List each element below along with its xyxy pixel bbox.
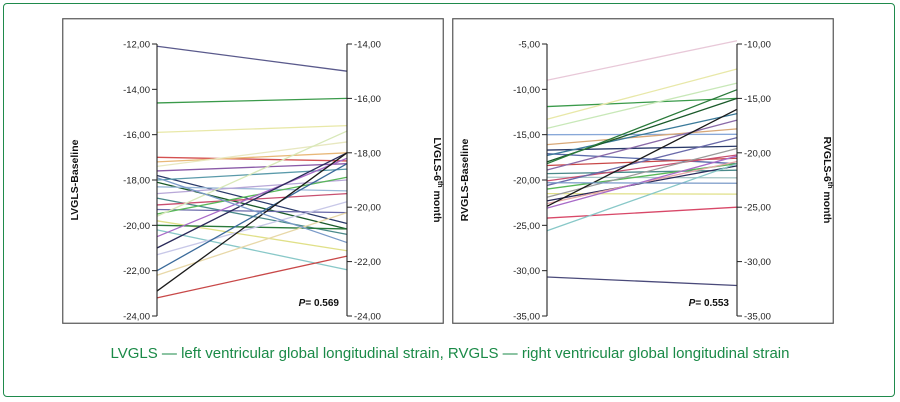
series-line-10: [156, 181, 348, 230]
series-line-20: [156, 157, 348, 238]
series-line-2: [156, 97, 348, 104]
series-line-18: [156, 224, 348, 230]
rvgls-panel: -5,00 -10,00 -15,00 -20,00 -25,00 -30,00 -35,0…: [452, 18, 848, 326]
series-line-26: [546, 276, 738, 287]
series-line-24: [546, 206, 738, 219]
left-tick-label: -30,00: [513, 266, 540, 277]
series-line-27: [546, 89, 738, 165]
series-line-1: [156, 45, 348, 72]
series-line-13: [546, 169, 738, 175]
series-line-15: [546, 154, 738, 182]
left-tick-label: -5,00: [518, 40, 540, 51]
series-line-2: [546, 97, 738, 108]
series-line-7: [156, 163, 348, 172]
series-line-7: [546, 145, 738, 151]
right-axis-title: LVGLS-6th month: [431, 137, 443, 222]
series-line-25: [156, 152, 348, 292]
right-tick-label: -20,00: [354, 203, 381, 214]
series-line-16: [546, 136, 738, 187]
right-tick-label: -14,00: [354, 40, 381, 51]
figure-frame: [3, 3, 895, 397]
lvgls-chart: -12,00 -14,00 -16,00 -18,00 -20,00 -22,00 -24,…: [62, 18, 444, 324]
series-line-12: [546, 119, 738, 171]
left-axis-title: RVGLS-Baseline: [459, 139, 471, 222]
series-line-6: [156, 141, 348, 168]
left-tick-label: -20,00: [513, 176, 540, 187]
series-line-6: [546, 128, 738, 146]
left-tick-label: -12,00: [123, 40, 150, 51]
right-tick-label: -18,00: [354, 148, 381, 159]
series-line-15: [156, 208, 348, 214]
series-line-5: [156, 152, 348, 163]
series-line-4: [156, 156, 348, 162]
left-tick-label: -15,00: [513, 130, 540, 141]
series-line-11: [156, 186, 348, 192]
left-tick-label: -10,00: [513, 85, 540, 96]
series-line-12: [156, 179, 348, 195]
right-tick-label: -10,00: [744, 40, 771, 51]
series-line-19: [546, 147, 738, 198]
series-line-22: [546, 108, 738, 207]
series-line-18: [546, 192, 738, 195]
right-tick-label: -16,00: [354, 94, 381, 105]
series-line-4: [546, 82, 738, 129]
left-tick-label: -18,00: [123, 176, 150, 187]
left-tick-label: -35,00: [513, 312, 540, 323]
plot-box: [62, 18, 444, 324]
left-tick-label: -16,00: [123, 130, 150, 141]
series-line-26: [156, 255, 348, 299]
right-tick-label: -15,00: [744, 94, 771, 105]
left-tick-label: -14,00: [123, 85, 150, 96]
left-tick-label: -24,00: [123, 312, 150, 323]
p-value-label: P= 0.569: [299, 298, 340, 309]
rvgls-chart: -5,00 -10,00 -15,00 -20,00 -25,00 -30,00 -35,0…: [452, 18, 834, 324]
series-line-3: [156, 124, 348, 134]
series-line-25: [546, 163, 738, 232]
series-line-14: [156, 192, 348, 206]
right-tick-label: -35,00: [744, 312, 771, 323]
figure-caption: LVGLS — left ventricular global longitud…: [110, 345, 790, 362]
series-line-3: [546, 68, 738, 120]
series-line-22: [156, 201, 348, 256]
series-line-16: [156, 176, 348, 215]
right-tick-label: -20,00: [744, 148, 771, 159]
series-line-9: [546, 112, 738, 157]
right-tick-label: -24,00: [354, 312, 381, 323]
right-tick-label: -30,00: [744, 257, 771, 268]
series-line-23: [156, 163, 348, 272]
left-tick-label: -22,00: [123, 266, 150, 277]
right-tick-label: -22,00: [354, 257, 381, 268]
left-tick-label: -25,00: [513, 221, 540, 232]
p-value-label: P= 0.553: [689, 298, 730, 309]
series-line-24: [156, 212, 348, 276]
series-line-21: [156, 152, 348, 249]
series-line-8: [546, 153, 738, 165]
series-line-28: [156, 177, 348, 244]
lvgls-panel: -12,00 -14,00 -16,00 -18,00 -20,00 -22,00 -24,…: [62, 18, 458, 326]
right-axis-title: RVGLS-6th month: [821, 137, 833, 224]
series-line-23: [546, 155, 738, 209]
left-axis-title: LVGLS-Baseline: [69, 139, 81, 220]
plot-box: [452, 18, 834, 324]
right-tick-label: -25,00: [744, 203, 771, 214]
series-line-1: [546, 40, 738, 81]
series-line-28: [546, 182, 738, 184]
series-line-27: [156, 130, 348, 217]
left-tick-label: -20,00: [123, 221, 150, 232]
